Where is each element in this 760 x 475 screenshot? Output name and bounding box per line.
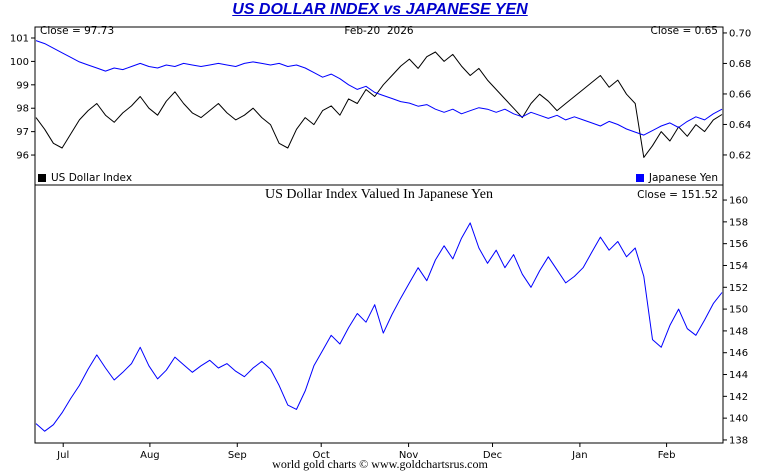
top-close-usd-label: Close = 97.73 [40, 25, 115, 37]
svg-text:97: 97 [16, 127, 29, 138]
svg-text:Aug: Aug [140, 450, 160, 461]
usd-index-swatch-icon [38, 174, 46, 182]
svg-text:0.68: 0.68 [729, 59, 751, 70]
svg-text:96: 96 [16, 151, 29, 162]
japanese-yen-swatch-icon [635, 174, 644, 182]
svg-text:0.64: 0.64 [729, 120, 751, 131]
legend-usd-index-label: US Dollar Index [51, 172, 133, 184]
svg-text:154: 154 [729, 261, 748, 272]
svg-text:146: 146 [729, 348, 748, 359]
svg-text:100: 100 [10, 57, 29, 68]
page-title: US DOLLAR INDEX vs JAPANESE YEN [232, 1, 528, 18]
svg-text:Oct: Oct [313, 450, 330, 461]
footer-credit: world gold charts © www.goldchartsrus.co… [272, 457, 488, 471]
svg-text:148: 148 [729, 326, 748, 337]
date-label: Feb-20 2026 [344, 25, 414, 37]
legend-japanese-yen: Japanese Yen [635, 172, 718, 184]
legend-japanese-yen-label: Japanese Yen [648, 172, 718, 184]
svg-text:99: 99 [16, 80, 29, 91]
svg-text:Jul: Jul [56, 450, 69, 461]
svg-text:150: 150 [729, 305, 748, 316]
svg-text:158: 158 [729, 217, 748, 228]
svg-text:Feb: Feb [658, 450, 676, 461]
svg-text:144: 144 [729, 370, 748, 381]
svg-text:98: 98 [16, 104, 29, 115]
svg-text:Dec: Dec [483, 450, 502, 461]
bottom-close-label: Close = 151.52 [637, 189, 718, 201]
svg-text:152: 152 [729, 283, 748, 294]
svg-text:0.62: 0.62 [729, 150, 751, 161]
top-close-yen-label: Close = 0.65 [650, 25, 718, 37]
svg-text:Jan: Jan [571, 450, 587, 461]
svg-text:140: 140 [729, 414, 748, 425]
legend-usd-index: US Dollar Index [38, 172, 132, 184]
svg-text:0.66: 0.66 [729, 89, 751, 100]
svg-text:160: 160 [729, 196, 748, 207]
svg-text:101: 101 [10, 34, 29, 45]
svg-text:142: 142 [729, 392, 748, 403]
svg-text:0.70: 0.70 [729, 28, 751, 39]
svg-text:Sep: Sep [228, 450, 247, 461]
svg-text:156: 156 [729, 239, 748, 250]
svg-text:138: 138 [729, 435, 748, 446]
bottom-panel-title: US Dollar Index Valued In Japanese Yen [265, 187, 493, 202]
svg-text:Nov: Nov [399, 450, 419, 461]
